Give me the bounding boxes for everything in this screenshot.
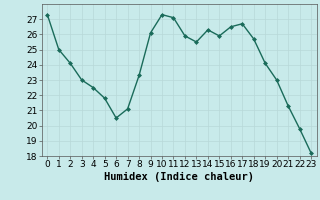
X-axis label: Humidex (Indice chaleur): Humidex (Indice chaleur)	[104, 172, 254, 182]
